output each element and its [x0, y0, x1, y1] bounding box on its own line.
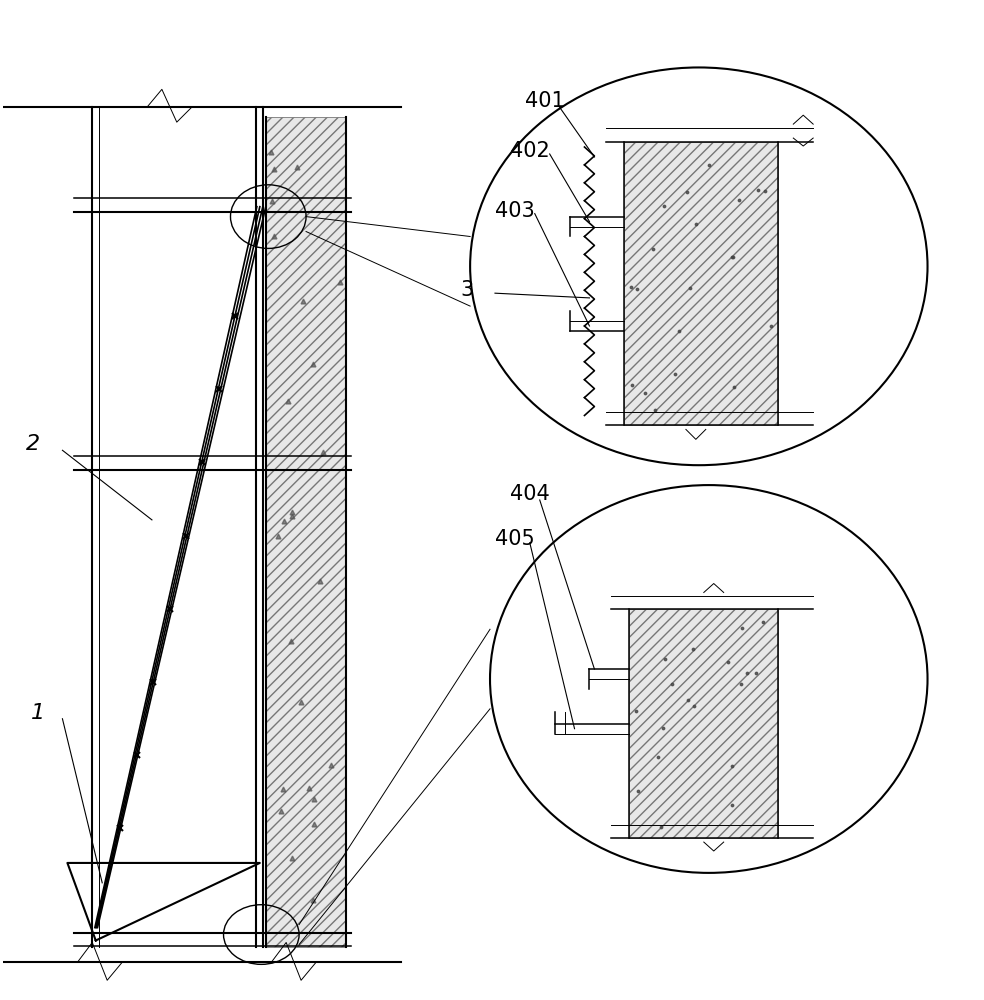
- Ellipse shape: [470, 67, 928, 465]
- Bar: [624, 142, 778, 425]
- Text: 403: 403: [495, 201, 534, 221]
- Text: 3: 3: [461, 280, 473, 300]
- Bar: [267, 117, 345, 947]
- Text: 405: 405: [495, 529, 534, 549]
- Text: 2: 2: [26, 434, 39, 454]
- Text: 404: 404: [510, 484, 550, 504]
- Text: 1: 1: [31, 703, 44, 723]
- Text: 402: 402: [510, 141, 550, 161]
- Ellipse shape: [490, 485, 928, 873]
- Bar: [629, 609, 778, 838]
- Text: 401: 401: [524, 91, 565, 111]
